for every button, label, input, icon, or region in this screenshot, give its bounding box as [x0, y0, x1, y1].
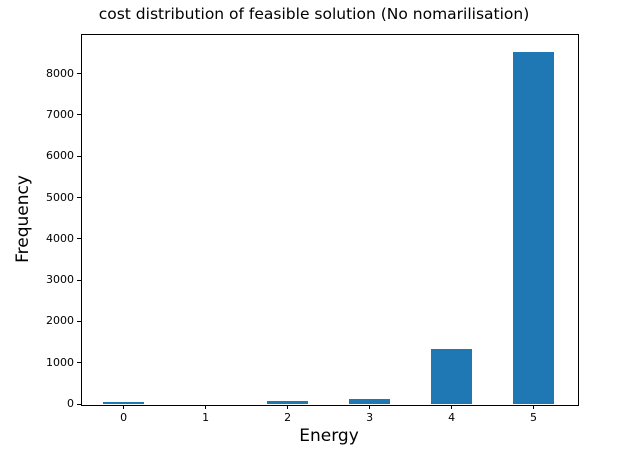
- x-tick-label: 5: [530, 411, 538, 424]
- y-tick-label: 1000: [46, 355, 74, 369]
- y-tick-label: 2000: [46, 314, 74, 328]
- y-tick-mark: [77, 197, 81, 199]
- y-tick-mark: [77, 155, 81, 157]
- x-tick-mark: [369, 405, 371, 409]
- plot-area: [81, 34, 579, 406]
- y-tick-mark: [77, 73, 81, 75]
- x-tick-label: 0: [120, 411, 128, 424]
- histogram-bar: [103, 401, 145, 404]
- histogram-bar: [513, 51, 555, 404]
- y-tick-label: 6000: [46, 149, 74, 163]
- x-tick-label: 4: [448, 411, 456, 424]
- x-tick-mark: [287, 405, 289, 409]
- y-axis-label: Frequency: [13, 175, 33, 263]
- y-tick-label: 0: [67, 397, 74, 410]
- x-axis-label: Energy: [299, 426, 359, 446]
- y-tick-mark: [77, 279, 81, 281]
- y-tick-label: 4000: [46, 231, 74, 245]
- y-tick-label: 3000: [46, 273, 74, 287]
- y-tick-label: 5000: [46, 190, 74, 204]
- histogram-bar: [349, 398, 391, 404]
- x-tick-mark: [205, 405, 207, 409]
- x-tick-mark: [451, 405, 453, 409]
- chart-title: cost distribution of feasible solution (…: [98, 5, 530, 23]
- y-tick-label: 7000: [46, 107, 74, 121]
- y-tick-mark: [77, 238, 81, 240]
- y-tick-mark: [77, 320, 81, 322]
- y-tick-label: 8000: [46, 66, 74, 80]
- histogram-bar: [267, 400, 309, 404]
- x-tick-mark: [533, 405, 535, 409]
- x-tick-label: 2: [284, 411, 292, 424]
- x-tick-mark: [123, 405, 125, 409]
- y-tick-mark: [77, 403, 81, 405]
- y-tick-mark: [77, 114, 81, 116]
- histogram-bar: [431, 349, 473, 404]
- y-tick-mark: [77, 362, 81, 364]
- x-tick-label: 3: [366, 411, 374, 424]
- x-tick-label: 1: [202, 411, 210, 424]
